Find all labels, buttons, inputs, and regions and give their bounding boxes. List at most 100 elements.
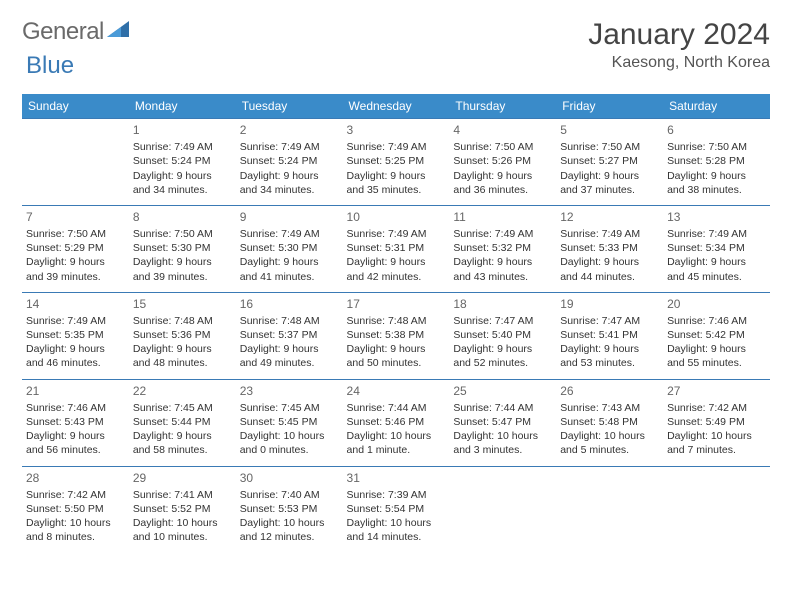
calendar-cell: 12Sunrise: 7:49 AMSunset: 5:33 PMDayligh… <box>556 205 663 292</box>
day-info-line: Sunset: 5:36 PM <box>133 328 232 342</box>
day-info-line: Sunset: 5:30 PM <box>240 241 339 255</box>
calendar-cell <box>556 466 663 552</box>
calendar-table: SundayMondayTuesdayWednesdayThursdayFrid… <box>22 94 770 552</box>
day-info-line: and 46 minutes. <box>26 356 125 370</box>
day-number: 15 <box>133 296 232 312</box>
day-info-line: Daylight: 9 hours <box>26 255 125 269</box>
day-info-line: Sunrise: 7:45 AM <box>240 401 339 415</box>
day-info-line: Daylight: 9 hours <box>347 342 446 356</box>
logo-triangle-icon <box>107 21 129 39</box>
day-info-line: Daylight: 10 hours <box>560 429 659 443</box>
day-number: 5 <box>560 122 659 138</box>
day-info-line: and 52 minutes. <box>453 356 552 370</box>
day-info-line: Sunset: 5:44 PM <box>133 415 232 429</box>
calendar-cell: 2Sunrise: 7:49 AMSunset: 5:24 PMDaylight… <box>236 119 343 206</box>
day-info-line: and 43 minutes. <box>453 270 552 284</box>
day-info-line: Sunset: 5:26 PM <box>453 154 552 168</box>
day-header: Wednesday <box>343 94 450 119</box>
calendar-row: 14Sunrise: 7:49 AMSunset: 5:35 PMDayligh… <box>22 292 770 379</box>
day-info-line: Sunset: 5:47 PM <box>453 415 552 429</box>
calendar-cell: 28Sunrise: 7:42 AMSunset: 5:50 PMDayligh… <box>22 466 129 552</box>
calendar-cell: 21Sunrise: 7:46 AMSunset: 5:43 PMDayligh… <box>22 379 129 466</box>
day-info-line: and 14 minutes. <box>347 530 446 544</box>
day-info-line: and 58 minutes. <box>133 443 232 457</box>
day-info-line: Sunrise: 7:45 AM <box>133 401 232 415</box>
day-info-line: and 42 minutes. <box>347 270 446 284</box>
day-info-line: Sunset: 5:52 PM <box>133 502 232 516</box>
day-info-line: Sunrise: 7:50 AM <box>26 227 125 241</box>
day-info-line: and 35 minutes. <box>347 183 446 197</box>
calendar-cell <box>449 466 556 552</box>
day-number: 9 <box>240 209 339 225</box>
calendar-cell: 11Sunrise: 7:49 AMSunset: 5:32 PMDayligh… <box>449 205 556 292</box>
day-header: Friday <box>556 94 663 119</box>
day-info-line: Sunset: 5:28 PM <box>667 154 766 168</box>
day-info-line: Daylight: 9 hours <box>133 342 232 356</box>
calendar-cell: 7 Sunrise: 7:50 AMSunset: 5:29 PMDaylight… <box>22 205 129 292</box>
day-number: 19 <box>560 296 659 312</box>
day-info-line: Sunset: 5:37 PM <box>240 328 339 342</box>
day-info-line: and 0 minutes. <box>240 443 339 457</box>
day-info-line: Sunset: 5:29 PM <box>26 241 125 255</box>
day-header: Thursday <box>449 94 556 119</box>
day-info-line: and 36 minutes. <box>453 183 552 197</box>
day-info-line: Sunset: 5:46 PM <box>347 415 446 429</box>
day-info-line: Sunrise: 7:42 AM <box>26 488 125 502</box>
day-info-line: Sunrise: 7:50 AM <box>133 227 232 241</box>
day-info-line: Sunrise: 7:50 AM <box>453 140 552 154</box>
day-info-line: Sunset: 5:41 PM <box>560 328 659 342</box>
day-info-line: Sunrise: 7:41 AM <box>133 488 232 502</box>
calendar-cell: 30Sunrise: 7:40 AMSunset: 5:53 PMDayligh… <box>236 466 343 552</box>
day-info-line: Sunrise: 7:46 AM <box>26 401 125 415</box>
day-number: 26 <box>560 383 659 399</box>
calendar-cell: 20Sunrise: 7:46 AMSunset: 5:42 PMDayligh… <box>663 292 770 379</box>
day-info-line: and 10 minutes. <box>133 530 232 544</box>
calendar-body: 1Sunrise: 7:49 AMSunset: 5:24 PMDaylight… <box>22 119 770 553</box>
calendar-cell <box>663 466 770 552</box>
day-number: 3 <box>347 122 446 138</box>
day-number: 11 <box>453 209 552 225</box>
day-info-line: Daylight: 10 hours <box>240 516 339 530</box>
day-info-line: Daylight: 9 hours <box>667 169 766 183</box>
day-info-line: Sunrise: 7:44 AM <box>347 401 446 415</box>
logo-text-general: General <box>22 18 104 46</box>
day-info-line: Sunrise: 7:49 AM <box>240 227 339 241</box>
day-info-line: Sunset: 5:35 PM <box>26 328 125 342</box>
day-info-line: Daylight: 9 hours <box>240 342 339 356</box>
day-info-line: and 39 minutes. <box>26 270 125 284</box>
day-number: 7 <box>26 209 125 225</box>
day-info-line: Daylight: 9 hours <box>560 342 659 356</box>
day-number: 20 <box>667 296 766 312</box>
day-info-line: Daylight: 9 hours <box>26 342 125 356</box>
day-number: 4 <box>453 122 552 138</box>
logo: General <box>22 18 129 46</box>
calendar-cell: 18Sunrise: 7:47 AMSunset: 5:40 PMDayligh… <box>449 292 556 379</box>
title-block: January 2024 Kaesong, North Korea <box>588 18 770 72</box>
calendar-cell: 4Sunrise: 7:50 AMSunset: 5:26 PMDaylight… <box>449 119 556 206</box>
day-info-line: Sunrise: 7:49 AM <box>133 140 232 154</box>
day-info-line: Daylight: 10 hours <box>347 516 446 530</box>
day-info-line: Daylight: 9 hours <box>133 429 232 443</box>
day-info-line: Daylight: 10 hours <box>133 516 232 530</box>
day-number: 6 <box>667 122 766 138</box>
day-number: 17 <box>347 296 446 312</box>
day-info-line: and 44 minutes. <box>560 270 659 284</box>
day-info-line: Sunset: 5:54 PM <box>347 502 446 516</box>
day-info-line: Sunset: 5:42 PM <box>667 328 766 342</box>
day-info-line: Daylight: 9 hours <box>240 255 339 269</box>
day-number: 28 <box>26 470 125 486</box>
calendar-row: 7Sunrise: 7:50 AMSunset: 5:29 PMDaylight… <box>22 205 770 292</box>
day-info-line: Sunrise: 7:42 AM <box>667 401 766 415</box>
day-info-line: Sunrise: 7:50 AM <box>667 140 766 154</box>
day-header-row: SundayMondayTuesdayWednesdayThursdayFrid… <box>22 94 770 119</box>
day-info-line: and 41 minutes. <box>240 270 339 284</box>
day-header: Sunday <box>22 94 129 119</box>
day-info-line: Sunrise: 7:48 AM <box>347 314 446 328</box>
day-info-line: Sunset: 5:27 PM <box>560 154 659 168</box>
day-info-line: Sunset: 5:48 PM <box>560 415 659 429</box>
calendar-cell: 31Sunrise: 7:39 AMSunset: 5:54 PMDayligh… <box>343 466 450 552</box>
calendar-cell <box>22 119 129 206</box>
day-info-line: and 34 minutes. <box>240 183 339 197</box>
calendar-cell: 13Sunrise: 7:49 AMSunset: 5:34 PMDayligh… <box>663 205 770 292</box>
day-info-line: Sunrise: 7:49 AM <box>347 140 446 154</box>
